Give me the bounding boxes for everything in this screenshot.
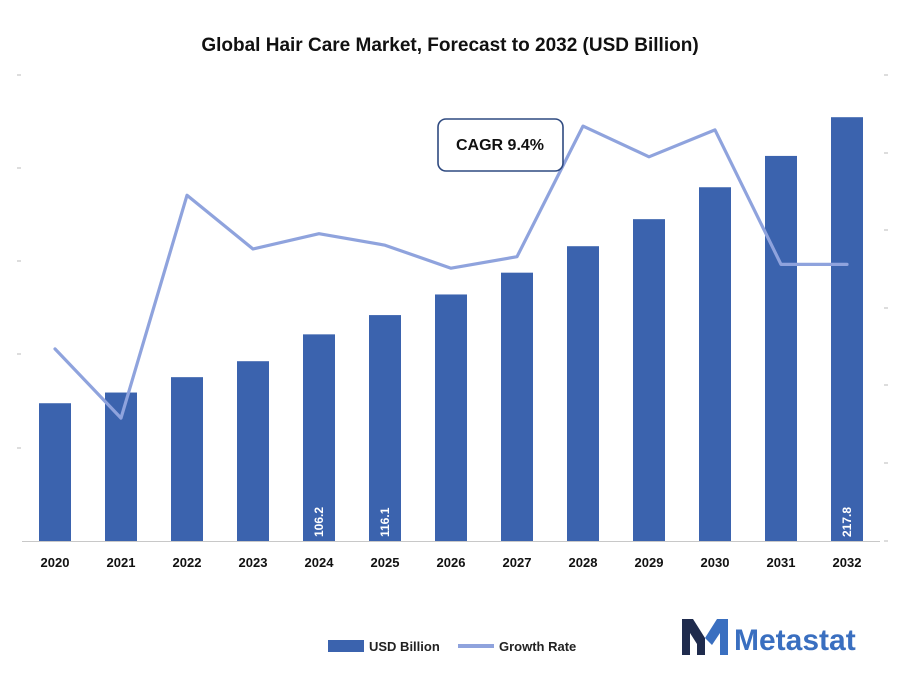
bar-value-label-2025: 116.1: [378, 507, 392, 537]
x-tick-label-2023: 2023: [239, 555, 268, 570]
x-tick-label-2028: 2028: [569, 555, 598, 570]
x-tick-label-2027: 2027: [503, 555, 532, 570]
x-tick-label-2031: 2031: [767, 555, 796, 570]
metastat-m-logo-icon: [682, 619, 728, 655]
cagr-annotation: CAGR 9.4%: [437, 118, 564, 172]
chart-title: Global Hair Care Market, Forecast to 203…: [201, 35, 698, 56]
bar-2023: [237, 361, 269, 541]
x-tick-label-2032: 2032: [833, 555, 862, 570]
x-tick-label-2021: 2021: [107, 555, 136, 570]
cagr-label: CAGR 9.4%: [456, 137, 544, 154]
bar-2031: [765, 155, 797, 541]
cagr-box: [437, 118, 564, 172]
bar-2026: [435, 294, 467, 541]
x-tick-label-2020: 2020: [41, 555, 70, 570]
bar-2025: [369, 315, 401, 541]
bar-2020: [39, 403, 71, 541]
legend-label-usd-billion: USD Billion: [369, 639, 440, 654]
bar-value-labels: 106.2 116.1 217.8: [312, 507, 854, 537]
bar-value-label-2024: 106.2: [312, 507, 326, 537]
bar-2032: [831, 117, 863, 541]
bar-2028: [567, 246, 599, 542]
bar-value-label-2032: 217.8: [840, 507, 854, 537]
brand-name: Metastat: [734, 624, 856, 657]
line-series-growth-rate: [53, 124, 849, 420]
x-tick-label-2030: 2030: [701, 555, 730, 570]
legend-swatch-usd-billion: [328, 640, 364, 652]
x-tick-label-2024: 2024: [305, 555, 335, 570]
bar-2030: [699, 187, 731, 541]
x-tick-label-2029: 2029: [635, 555, 664, 570]
bar-2024: [303, 334, 335, 541]
bar-2029: [633, 219, 665, 541]
bar-2022: [171, 377, 203, 541]
x-axis-tick-labels: 2020 2021 2022 2023 2024 2025 2026 2027 2028 2029…: [41, 555, 862, 570]
legend-label-growth-rate: Growth Rate: [499, 639, 576, 654]
x-tick-label-2022: 2022: [173, 555, 202, 570]
bar-2027: [501, 272, 533, 541]
x-tick-label-2026: 2026: [437, 555, 466, 570]
legend: USD Billion Growth Rate: [328, 639, 576, 654]
bar-series-usd-billion: [39, 117, 863, 542]
left-axis-ticks: [17, 74, 21, 449]
right-axis-ticks: [884, 74, 888, 542]
x-tick-label-2025: 2025: [371, 555, 400, 570]
brand-logo: Metastat: [682, 619, 856, 657]
